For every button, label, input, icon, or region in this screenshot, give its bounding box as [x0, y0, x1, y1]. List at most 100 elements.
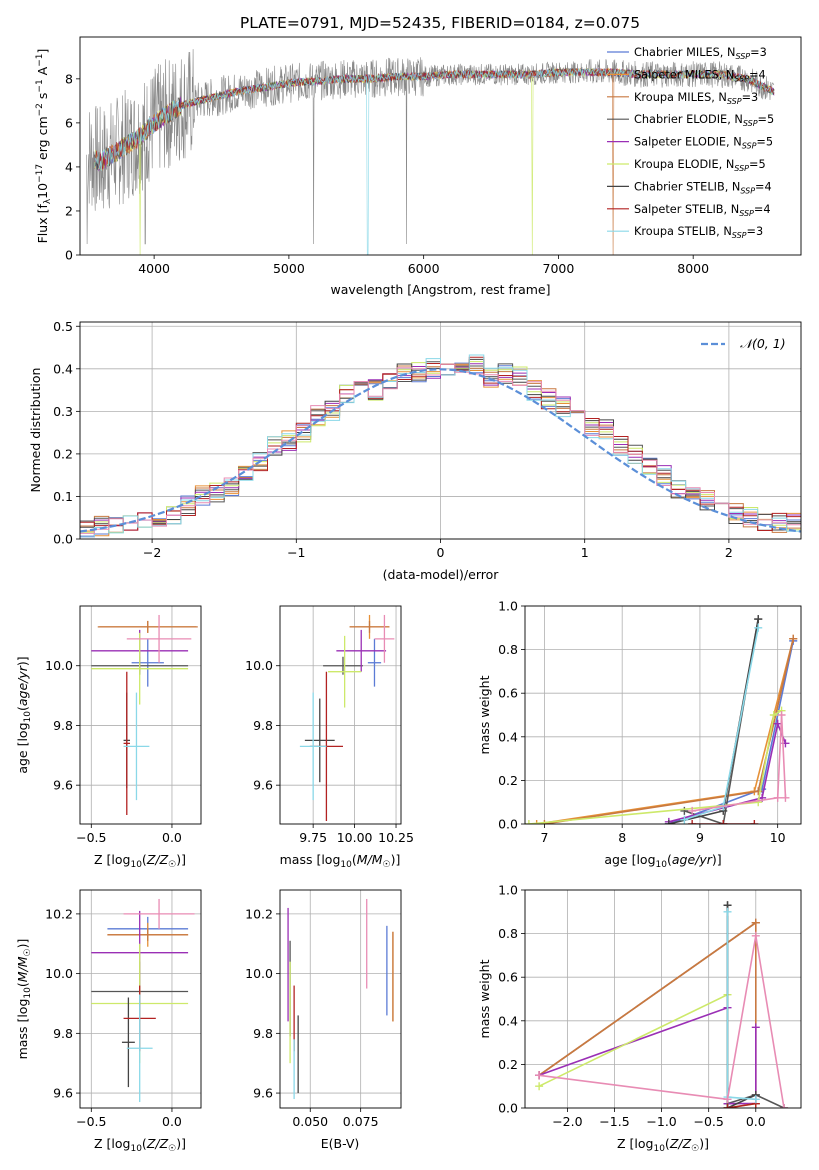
weight-line [538, 935, 785, 1108]
label-part: )] [176, 1136, 186, 1151]
label-part: =4 [755, 180, 772, 193]
label-part: 10 [35, 183, 50, 199]
y-tick-label: 0.2 [498, 773, 518, 788]
x-tick-label: 0.0 [162, 1114, 182, 1129]
x-tick-label: −2.0 [552, 1114, 582, 1129]
y-axis-label: mass weight [477, 675, 492, 754]
label-part: 10 [656, 860, 668, 870]
plot-area [535, 901, 789, 1108]
label-part: Salpeter MILES, N [634, 68, 734, 81]
weight-marker [789, 634, 798, 643]
x-tick-label: 0.075 [343, 1114, 379, 1129]
x-tick-label: −0.5 [76, 830, 106, 845]
x-axis-label: Z [log10(Z/Z☉)] [94, 852, 186, 870]
x-tick-label: −1.5 [599, 1114, 629, 1129]
x-tick-label: 9.75 [299, 830, 327, 845]
label-part: Z [log [94, 1136, 130, 1151]
label-part: Normed distribution [28, 368, 43, 493]
y-tick-label: 10.2 [245, 906, 273, 921]
y-tick-label: 1.0 [498, 599, 518, 614]
x-tick-label: 9 [696, 830, 704, 845]
label-part: SSP [734, 164, 749, 173]
y-tick-label: 10.0 [245, 966, 273, 981]
y-tick-label: 9.6 [253, 778, 273, 793]
y-axis-label: age [log10(age/yr)] [15, 656, 33, 773]
x-tick-label: 6000 [408, 261, 440, 276]
reddening-mass-panel: 0.050 0.075 9.6 9.8 10.0 10.2 E(B-V) [245, 889, 402, 1151]
x-tick-label: 8 [618, 830, 626, 845]
label-part: =3 [742, 91, 759, 104]
label-part: =3 [746, 225, 763, 238]
label-part: Salpeter STELIB, N [634, 203, 739, 216]
weight-marker [754, 615, 763, 624]
x-axis-label: Z [log10(Z/Z☉)] [617, 1136, 709, 1154]
y-tick-label: 10.0 [245, 658, 273, 673]
label-part: mass weight [477, 959, 492, 1038]
y-tick-label: 0.4 [53, 361, 73, 376]
label-part: =4 [749, 68, 766, 81]
y-tick-label: 0.5 [53, 319, 73, 334]
label-part: ( [142, 852, 147, 867]
x-tick-label: 0.0 [162, 830, 182, 845]
label-part: mass weight [477, 675, 492, 754]
x-tick-label: 7 [540, 830, 548, 845]
x-tick-label: 1 [581, 545, 589, 560]
label-part: SSP [732, 231, 747, 240]
metallicity-age-panel: −0.5 0.09.69.810.0Z [log10(Z/Z☉)]age [log… [15, 605, 202, 870]
weight-marker [773, 793, 782, 802]
weight-line [684, 627, 759, 821]
label-part: )] [176, 852, 186, 867]
label-part: ( [667, 852, 672, 867]
plot-area [299, 614, 395, 822]
metallicity-weight-panel: −2.0 −1.5 −1.0 −0.5 0.0 0.0 0.2 0.4 0.6 0.8 1.0 mas… [477, 883, 802, 1154]
y-tick-label: 0.0 [498, 817, 518, 832]
label-part: Chabrier ELODIE, N [634, 113, 743, 126]
weight-marker [723, 907, 732, 916]
plot-area [91, 898, 195, 1103]
plot-area [525, 615, 798, 824]
legend-entry: Chabrier STELIB, NSSP=4 [634, 180, 772, 195]
axes-frame [79, 36, 802, 256]
x-tick-label: 8000 [677, 261, 709, 276]
label-part: ☉ [168, 860, 176, 870]
y-tick-label: 9.8 [253, 1026, 273, 1041]
y-tick-label: 8 [65, 71, 73, 86]
legend-entry: Kroupa STELIB, NSSP=3 [634, 225, 763, 240]
weight-marker [723, 1104, 732, 1108]
weight-line [692, 714, 787, 812]
axes-frame [279, 889, 402, 1109]
label-part: −2 [35, 103, 45, 116]
x-tick-label: 4000 [138, 261, 170, 276]
label-part: Z [log [617, 1136, 653, 1151]
label-part: s [35, 93, 50, 104]
label-part: age [log [604, 852, 655, 867]
weight-marker [754, 623, 763, 632]
y-tick-label: 9.8 [53, 1026, 73, 1041]
weight-marker [751, 1023, 760, 1032]
label-part: 10 [130, 860, 142, 870]
weight-line [536, 638, 794, 824]
x-tick-label: −1 [287, 545, 305, 560]
weight-marker [751, 918, 760, 927]
y-tick-label: 9.6 [53, 1086, 73, 1101]
y-tick-label: 9.6 [253, 1086, 273, 1101]
y-axis-label: Normed distribution [28, 368, 43, 493]
metallicity-mass-panel: −0.5 0.09.69.810.010.2Z [log10(Z/Z☉)]mass… [15, 889, 202, 1154]
label-part: 10 [23, 987, 33, 999]
x-tick-label: −1.0 [646, 1114, 676, 1129]
label-part: )] [712, 852, 722, 867]
weight-marker [535, 1082, 544, 1091]
label-part: Z/Z [669, 1136, 692, 1151]
x-tick-label: 2 [725, 545, 733, 560]
y-tick-label: 10.0 [45, 966, 73, 981]
label-part: M/M [357, 852, 383, 867]
x-tick-label: 5000 [273, 261, 305, 276]
x-axis-label: (data-model)/error [383, 567, 500, 582]
mass-age-panel: 9.75 10.00 10.25 9.6 9.8 10.0 mass [log10(M/M☉… [245, 605, 414, 870]
label-part: ( [665, 1136, 670, 1151]
age-weight-panel: 7 8 9 10 0.0 0.2 0.4 0.6 0.8 1.0 mass weight age [l… [477, 599, 802, 870]
y-axis-label: Flux [fλ10−17 erg cm−2 s−1 A−1] [35, 49, 53, 244]
y-tick-label: 0.0 [53, 532, 73, 547]
model-spectrum-line [94, 68, 775, 255]
